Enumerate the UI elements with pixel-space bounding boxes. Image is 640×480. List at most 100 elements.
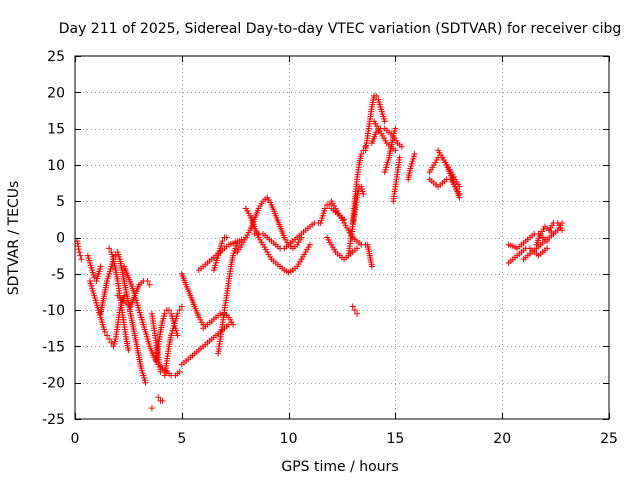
y-tick-label: 0 bbox=[56, 231, 65, 247]
series-arc32 bbox=[381, 125, 399, 176]
data-point bbox=[358, 151, 365, 158]
y-tick-label: 20 bbox=[47, 85, 65, 101]
data-point bbox=[349, 303, 356, 310]
series-arc28 bbox=[364, 241, 375, 270]
plot-frame bbox=[74, 55, 610, 420]
data-point bbox=[176, 368, 183, 375]
series-arc11 bbox=[155, 394, 166, 404]
data-point bbox=[77, 252, 84, 259]
data-point bbox=[232, 245, 239, 252]
data-point bbox=[392, 125, 399, 132]
data-point bbox=[91, 274, 98, 281]
data-point bbox=[411, 151, 418, 158]
data-point bbox=[392, 147, 399, 154]
data-point bbox=[456, 190, 463, 197]
data-point bbox=[75, 246, 82, 253]
data-point bbox=[161, 310, 168, 317]
data-point bbox=[360, 190, 367, 197]
data-point bbox=[97, 263, 104, 270]
data-point bbox=[223, 234, 230, 241]
data-point bbox=[112, 252, 119, 259]
data-point bbox=[159, 397, 166, 404]
series-arc07 bbox=[121, 263, 183, 379]
data-point bbox=[78, 256, 85, 263]
series-arc27 bbox=[349, 303, 360, 317]
data-point bbox=[157, 368, 164, 375]
data-point bbox=[456, 183, 463, 190]
series-arc20 bbox=[242, 205, 313, 276]
data-point bbox=[233, 242, 240, 249]
x-axis-label: GPS time / hours bbox=[281, 459, 398, 475]
series-arc39 bbox=[505, 245, 551, 266]
data-point bbox=[176, 307, 183, 314]
series-arc03 bbox=[86, 278, 128, 350]
series-arc13 bbox=[178, 270, 207, 328]
data-point bbox=[381, 118, 388, 125]
grid-lines bbox=[75, 56, 609, 419]
series-arc24 bbox=[328, 198, 369, 248]
series-arc40 bbox=[520, 230, 557, 263]
data-point bbox=[373, 92, 380, 99]
data-point bbox=[76, 249, 83, 256]
series-arc21 bbox=[251, 219, 322, 252]
series-arc08 bbox=[148, 310, 164, 375]
series-arc18 bbox=[210, 234, 230, 274]
series-arc33 bbox=[390, 154, 403, 205]
series-arc26 bbox=[349, 143, 369, 226]
data-point bbox=[106, 245, 113, 252]
series-arc01 bbox=[74, 238, 85, 263]
series-arc10 bbox=[161, 303, 185, 379]
x-tick-labels: 0 5 10 15 20 25 bbox=[71, 431, 618, 447]
data-point bbox=[125, 347, 132, 354]
x-tick-label: 10 bbox=[280, 431, 298, 447]
data-point bbox=[174, 310, 181, 317]
series-arc04 bbox=[97, 249, 149, 386]
x-tick-label: 0 bbox=[71, 431, 80, 447]
series-arc19 bbox=[234, 194, 305, 256]
y-tick-label: 15 bbox=[47, 122, 65, 138]
series-arc34 bbox=[405, 151, 418, 183]
data-point bbox=[353, 310, 360, 317]
data-point bbox=[219, 238, 226, 245]
y-tick-labels: -25 -20 -15 -10 -5 0 5 10 15 20 25 bbox=[42, 49, 65, 428]
data-points bbox=[74, 92, 566, 412]
series-arc02 bbox=[84, 252, 104, 285]
data-point bbox=[544, 245, 551, 252]
series-arc30 bbox=[368, 125, 405, 150]
data-point bbox=[353, 245, 360, 252]
y-tick-label: 5 bbox=[56, 194, 65, 210]
data-point bbox=[230, 321, 237, 328]
data-point bbox=[559, 227, 566, 234]
series-arc42 bbox=[546, 219, 566, 234]
data-point bbox=[174, 332, 181, 339]
y-axis-label: SDTVAR / TECUs bbox=[6, 181, 22, 296]
series-arc05 bbox=[106, 245, 132, 354]
series-arc37 bbox=[435, 147, 463, 190]
series-arc25 bbox=[345, 183, 367, 259]
x-tick-label: 15 bbox=[386, 431, 404, 447]
data-point bbox=[75, 243, 82, 250]
x-tick-label: 25 bbox=[600, 431, 618, 447]
x-tick-label: 5 bbox=[177, 431, 186, 447]
data-point bbox=[101, 328, 108, 335]
series-arc29 bbox=[362, 92, 388, 154]
y-tick-label: -15 bbox=[42, 339, 65, 355]
series-arc17 bbox=[215, 236, 245, 357]
y-tick-label: -25 bbox=[42, 412, 65, 428]
y-tick-label: 10 bbox=[47, 158, 65, 174]
data-point bbox=[306, 241, 313, 248]
data-point bbox=[396, 154, 403, 161]
data-point bbox=[321, 205, 328, 212]
data-point bbox=[146, 281, 153, 288]
series-arc12 bbox=[148, 405, 155, 412]
data-point bbox=[74, 240, 81, 247]
data-point bbox=[144, 278, 151, 285]
data-point bbox=[165, 307, 172, 314]
data-point bbox=[106, 336, 113, 343]
data-point bbox=[178, 303, 185, 310]
y-tick-label: -20 bbox=[42, 376, 65, 392]
y-tick-label: -5 bbox=[51, 267, 65, 283]
axis-ticks bbox=[75, 56, 610, 420]
y-tick-label: -10 bbox=[42, 303, 65, 319]
